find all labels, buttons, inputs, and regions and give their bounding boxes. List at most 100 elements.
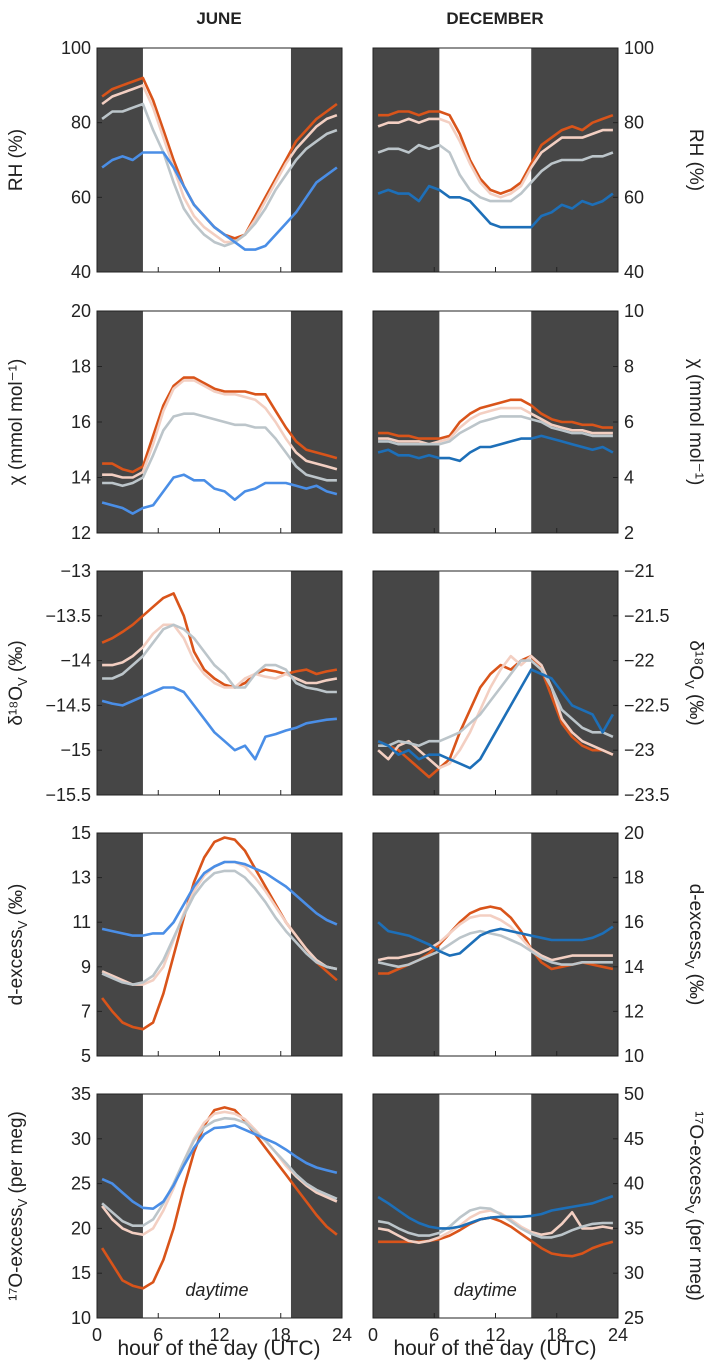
panel-june-5: daytime 10 15 20 25 30 35 0 6 12 18 24 ¹⁷O-excessV (… <box>6 1084 352 1345</box>
series-line-3 <box>377 143 614 203</box>
panel-june-1: 40 60 80 100 RH (%) <box>6 38 343 282</box>
y-tick-label: 35 <box>624 1218 644 1238</box>
y-axis-label: d-excessV (‰) <box>6 884 30 1006</box>
y-axis-label: δ¹⁸OV (‰) <box>6 640 30 725</box>
series-line-1 <box>102 376 338 474</box>
series-line-2 <box>101 1110 338 1236</box>
x-tick-label: 24 <box>608 1325 628 1345</box>
series-line-1 <box>377 654 614 779</box>
night-shading <box>373 48 440 272</box>
y-tick-label: 15 <box>71 1263 91 1283</box>
y-tick-label: 20 <box>624 823 644 843</box>
y-tick-label: 40 <box>71 262 91 282</box>
night-shading <box>373 571 440 795</box>
panel-december-2: 2 4 6 8 10 χ (mmol mol⁻¹) <box>372 301 705 543</box>
x-axis-label-june: hour of the day (UTC) <box>117 1337 320 1360</box>
y-tick-label: −13 <box>60 561 91 581</box>
night-shading <box>97 833 143 1056</box>
y-tick-label: 10 <box>71 1308 91 1328</box>
series-line-3 <box>377 1206 613 1239</box>
series-line-3 <box>101 1116 338 1227</box>
y-tick-label: 100 <box>61 38 91 58</box>
night-shading <box>290 1094 342 1318</box>
y-axis-label: δ¹⁸OV (‰) <box>682 640 705 725</box>
y-tick-label: −14 <box>60 651 91 671</box>
x-tick-label: 24 <box>332 1325 352 1345</box>
daytime-label: daytime <box>454 1280 517 1300</box>
x-axis-label-december: hour of the day (UTC) <box>393 1337 596 1360</box>
y-tick-label: 10 <box>624 301 644 321</box>
series-line-4 <box>377 921 614 957</box>
y-axis-label: d-excessV (‰) <box>682 884 705 1006</box>
panel-december-1: 40 60 80 100 RH (%) <box>372 38 705 282</box>
series-line-4 <box>101 686 338 761</box>
y-tick-label: −15.5 <box>45 785 91 805</box>
y-tick-label: 60 <box>71 187 91 207</box>
night-shading <box>531 833 618 1056</box>
panel-december-3: −23.5 −23 −22.5 −22 −21.5 −21 δ¹⁸OV (‰) <box>372 561 705 805</box>
y-tick-label: 100 <box>624 38 654 58</box>
y-tick-label: −22 <box>624 651 655 671</box>
x-tick-label: 18 <box>547 1325 567 1345</box>
series-line-4 <box>101 860 338 937</box>
panel-june-3: −15.5 −15 −14.5 −14 −13.5 −13 δ¹⁸OV (‰) <box>6 561 343 805</box>
x-tick-label: 6 <box>429 1325 439 1345</box>
y-tick-label: 4 <box>624 468 634 488</box>
y-tick-label: −22.5 <box>624 695 670 715</box>
series-line-2 <box>377 914 613 962</box>
series-line-3 <box>378 659 614 747</box>
series-line-1 <box>101 1106 338 1290</box>
y-tick-label: 40 <box>624 262 644 282</box>
series-line-2 <box>378 406 613 446</box>
series-line-3 <box>101 869 338 986</box>
y-tick-label: 45 <box>624 1129 644 1149</box>
panel-december-5: daytime 25 30 35 40 45 50 0 6 12 18 24 ¹⁷O-excessV (… <box>368 1084 705 1345</box>
y-tick-label: 25 <box>71 1174 91 1194</box>
y-tick-label: 80 <box>624 113 644 133</box>
y-tick-label: 14 <box>71 468 91 488</box>
y-tick-label: −21 <box>624 561 655 581</box>
series-line-1 <box>378 110 614 195</box>
series-line-1 <box>378 398 613 440</box>
x-tick-label: 0 <box>368 1325 378 1345</box>
y-tick-label: 25 <box>624 1308 644 1328</box>
y-axis-label: χ (mmol mol⁻¹) <box>6 359 27 486</box>
x-tick-label: 18 <box>271 1325 291 1345</box>
y-tick-label: 30 <box>624 1263 644 1283</box>
y-tick-label: 12 <box>71 523 91 543</box>
y-axis-label: ¹⁷O-excessV (per meg) <box>6 1111 30 1301</box>
y-tick-label: 60 <box>624 187 644 207</box>
y-tick-label: 80 <box>71 113 91 133</box>
panel-june-4: 5 7 9 11 13 15 d-excessV (‰) <box>6 823 343 1066</box>
y-tick-label: 12 <box>624 1001 644 1021</box>
series-line-3 <box>378 415 613 446</box>
y-tick-label: 30 <box>71 1129 91 1149</box>
y-tick-label: 8 <box>624 357 634 377</box>
series-line-4 <box>101 1124 338 1210</box>
x-tick-label: 12 <box>485 1325 505 1345</box>
series-line-3 <box>102 623 337 694</box>
series-line-1 <box>101 592 338 689</box>
series-line-4 <box>101 473 338 515</box>
y-tick-label: 11 <box>72 912 91 932</box>
y-axis-label: RH (%) <box>6 129 27 191</box>
y-axis-label: χ (mmol mol⁻¹) <box>685 359 705 486</box>
y-tick-label: 18 <box>624 868 644 888</box>
y-tick-label: 40 <box>624 1174 644 1194</box>
series-line-4 <box>377 1194 614 1230</box>
y-tick-label: 13 <box>71 868 91 888</box>
series-line-2 <box>377 654 614 770</box>
series-line-2 <box>102 379 338 479</box>
y-tick-label: 50 <box>624 1084 644 1104</box>
series-line-4 <box>377 668 615 770</box>
x-tick-label: 0 <box>92 1325 102 1345</box>
series-line-4 <box>101 151 338 251</box>
y-tick-label: −21.5 <box>624 606 670 626</box>
y-axis-label: RH (%) <box>685 129 705 191</box>
y-tick-label: 2 <box>624 523 634 543</box>
y-tick-label: 16 <box>71 412 91 432</box>
column-title-june: JUNE <box>196 9 241 28</box>
y-axis-label: ¹⁷O-excessV (per meg) <box>682 1111 705 1301</box>
panel-june-2: 12 14 16 18 20 χ (mmol mol⁻¹) <box>6 301 343 543</box>
